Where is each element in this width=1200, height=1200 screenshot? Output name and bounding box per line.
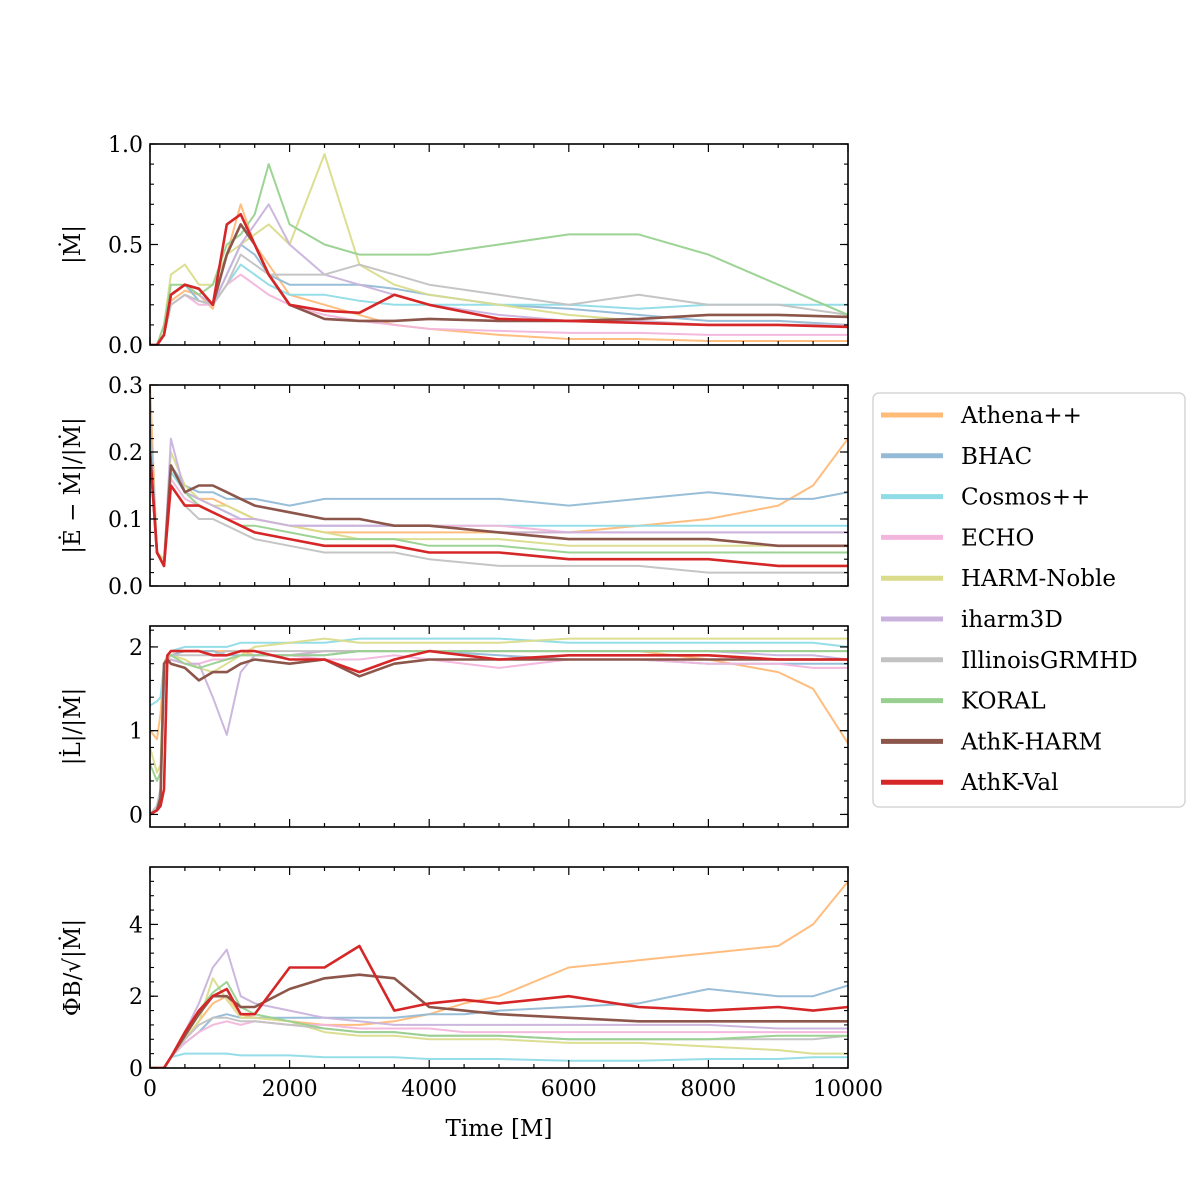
- x-tick-label: 2000: [262, 1077, 318, 1102]
- y-axis-label-phib: ΦB/√|Ṁ|: [59, 919, 86, 1016]
- panel-phib-x-ticks: [149, 867, 849, 1068]
- panel-ldot-x-ticks: [149, 626, 849, 827]
- panel-edot-series: [150, 385, 848, 574]
- series-line-iharm3d: [150, 437, 848, 567]
- panel-phib-y-ticks: 0 2 4: [129, 866, 848, 1082]
- y-tick-label: 0: [129, 803, 143, 828]
- legend-box: [872, 392, 1186, 808]
- x-axis-label: Time [M]: [446, 1116, 553, 1142]
- panel-edot-x-ticks: [149, 385, 849, 586]
- x-tick-label: 6000: [541, 1077, 597, 1102]
- panel-mdot-y-ticks: 0.0 0.5 1.0: [108, 133, 848, 359]
- panel-phib-series: [150, 880, 848, 1068]
- series-line-harm-noble: [150, 977, 848, 1068]
- series-line-athk-val: [150, 213, 848, 345]
- y-tick-label: 0.1: [108, 508, 143, 533]
- series-line-echo: [150, 1020, 848, 1068]
- legend-label-athk-harm: AthK-HARM: [960, 729, 1102, 755]
- series-line-athk-harm: [150, 451, 848, 568]
- series-line-harm-noble: [150, 153, 848, 345]
- legend-label-koral: KORAL: [961, 689, 1046, 715]
- series-line-athk-val: [150, 649, 848, 816]
- panel-ldot-y-ticks: 0 1 2: [129, 629, 848, 828]
- legend: Athena++ BHAC Cosmos++ ECHO HARM-Noble iharm3…: [872, 392, 1186, 808]
- panel-mdot: 0.0 0.5 1.0 |Ṁ|: [59, 133, 849, 359]
- panel-phib: 0 2 4 ΦB/√|Ṁ| 0 2000 4000 6000 8000 10000: [59, 866, 883, 1102]
- y-tick-label: 0.5: [108, 234, 143, 259]
- legend-label-iharm3d: iharm3D: [961, 607, 1063, 633]
- y-axis-label-ldot: |L̇|/|Ṁ|: [59, 688, 86, 766]
- panel-ldot: 0 1 2 |L̇|/|Ṁ|: [59, 625, 849, 828]
- series-line-athk-val: [150, 944, 848, 1068]
- y-tick-label: 1.0: [108, 133, 143, 158]
- x-tick-labels: 0 2000 4000 6000 8000 10000: [143, 1077, 883, 1102]
- series-line-bhac: [150, 418, 848, 567]
- y-tick-label: 2: [129, 985, 143, 1010]
- legend-label-athk-val: AthK-Val: [960, 770, 1058, 796]
- panel-edot-y-ticks: 0.0 0.1 0.2 0.3: [108, 374, 848, 600]
- y-tick-label: 0.0: [108, 575, 143, 600]
- panel-edot: 0.0 0.1 0.2 0.3 |Ė − Ṁ|/|Ṁ|: [59, 374, 849, 600]
- legend-label-athena-: Athena++: [960, 403, 1082, 429]
- panel-ldot-series: [150, 637, 848, 816]
- y-axis-label-mdot: |Ṁ|: [59, 225, 86, 264]
- panel-mdot-x-ticks: [149, 144, 849, 345]
- series-line-illinoisgrmhd: [150, 253, 848, 345]
- y-tick-label: 1: [129, 720, 143, 745]
- y-axis-label-edot: |Ė − Ṁ|/|Ṁ|: [59, 417, 86, 554]
- series-line-cosmos-: [150, 1052, 848, 1068]
- y-tick-label: 0.2: [108, 441, 143, 466]
- legend-label-bhac: BHAC: [961, 444, 1032, 470]
- series-line-athk-val: [150, 451, 848, 568]
- legend-label-cosmos-: Cosmos++: [961, 485, 1090, 511]
- y-tick-label: 0.0: [108, 334, 143, 359]
- x-tick-label: 4000: [401, 1077, 457, 1102]
- y-tick-label: 0.3: [108, 374, 143, 399]
- legend-label-echo: ECHO: [961, 525, 1034, 551]
- x-tick-label: 8000: [680, 1077, 736, 1102]
- y-tick-label: 4: [129, 913, 143, 938]
- legend-label-harm-noble: HARM-Noble: [961, 566, 1116, 592]
- legend-label-illinoisgrmhd: IllinoisGRMHD: [961, 648, 1138, 674]
- x-tick-label: 0: [143, 1077, 157, 1102]
- series-line-athk-harm: [150, 973, 848, 1068]
- x-tick-label: 10000: [813, 1077, 883, 1102]
- series-line-koral: [150, 163, 848, 345]
- y-tick-label: 0: [129, 1057, 143, 1082]
- series-line-iharm3d: [150, 948, 848, 1068]
- y-tick-label: 2: [129, 636, 143, 661]
- panel-mdot-series: [150, 153, 848, 345]
